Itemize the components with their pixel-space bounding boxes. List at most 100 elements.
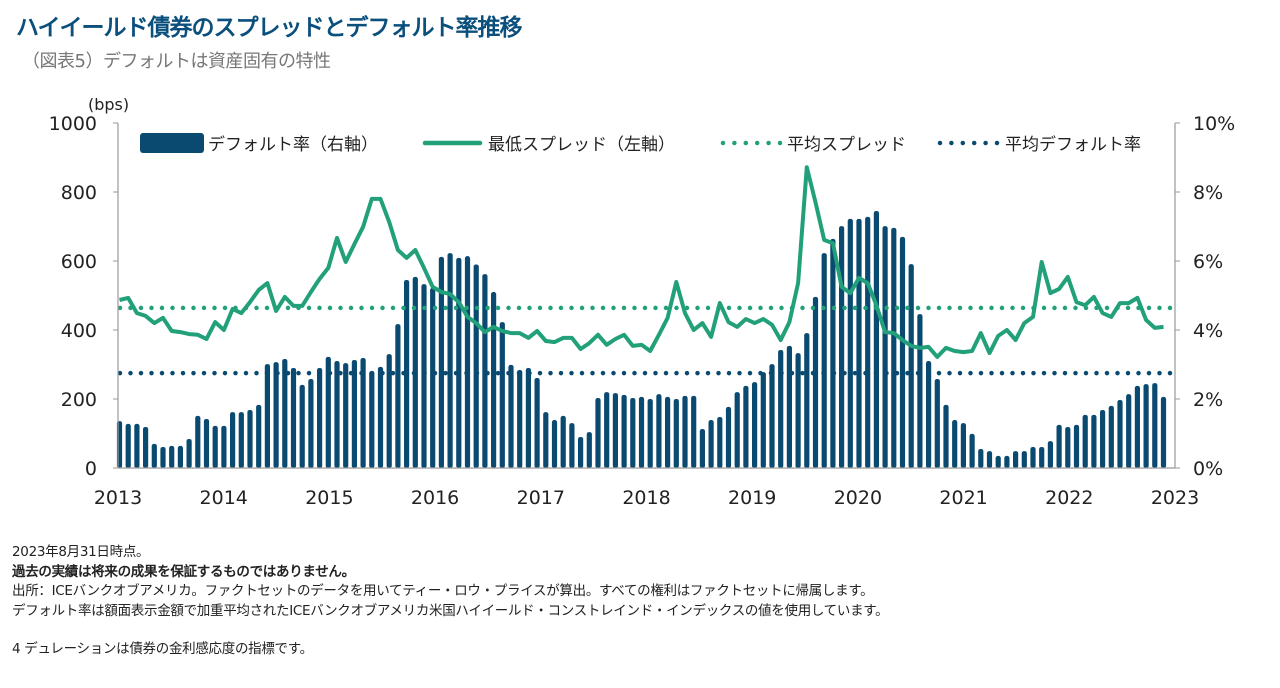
default-rate-bar — [395, 324, 401, 468]
default-rate-bar — [717, 416, 723, 468]
default-rate-bar — [534, 377, 540, 468]
default-rate-bar — [943, 404, 949, 468]
left-tick-label: 600 — [61, 251, 97, 273]
default-rate-bar — [1021, 451, 1027, 468]
default-rate-bar — [169, 445, 175, 468]
default-rate-bar — [1091, 414, 1097, 468]
default-rate-bar — [464, 256, 471, 468]
default-rate-bar — [752, 382, 758, 468]
default-rate-bar — [769, 364, 775, 468]
default-rate-bar — [386, 354, 392, 468]
x-tick-label: 2014 — [200, 487, 248, 509]
default-rate-bar — [604, 392, 610, 468]
default-rate-bars — [116, 210, 1167, 468]
default-rate-bar — [1100, 410, 1106, 468]
x-tick-label: 2015 — [305, 487, 353, 509]
default-rate-bar — [595, 397, 601, 468]
default-rate-bar — [1134, 385, 1140, 468]
default-rate-bar — [621, 394, 627, 468]
note-date: 2023年8月31日時点。 — [12, 544, 150, 560]
default-rate-bar — [1030, 446, 1036, 468]
default-rate-bar — [795, 353, 801, 468]
default-rate-bar — [404, 279, 410, 468]
default-rate-bar — [203, 419, 210, 468]
x-tick-label: 2018 — [622, 487, 670, 509]
default-rate-bar — [978, 449, 984, 468]
default-rate-bar — [508, 364, 514, 468]
right-tick-label: 10% — [1193, 113, 1235, 135]
left-axis-unit: (bps) — [88, 95, 129, 114]
left-tick-label: 800 — [61, 182, 97, 204]
default-rate-bar — [177, 445, 183, 468]
default-rate-bar — [290, 367, 297, 468]
default-rate-bar — [195, 415, 201, 468]
default-rate-bar — [230, 412, 236, 468]
default-rate-bar — [578, 436, 584, 468]
default-rate-bar — [882, 226, 888, 468]
default-rate-bar — [273, 362, 279, 468]
notes: 2023年8月31日時点。 過去の実績は将来の成果を保証するものではありません。… — [12, 543, 889, 660]
default-rate-bar — [1013, 451, 1019, 468]
default-rate-bar — [221, 425, 227, 468]
default-rate-bar — [725, 406, 732, 468]
default-rate-bar — [247, 410, 253, 468]
default-rate-bar — [926, 361, 932, 468]
default-rate-bar — [804, 333, 810, 468]
default-rate-bar — [734, 392, 740, 468]
default-rate-bar — [778, 350, 784, 468]
default-rate-bar — [934, 378, 940, 468]
default-rate-bar — [456, 257, 462, 468]
default-rate-bar — [256, 404, 262, 468]
default-rate-bar — [569, 423, 575, 468]
right-tick-label: 8% — [1193, 182, 1223, 204]
default-rate-bar — [317, 367, 323, 468]
x-tick-label: 2016 — [411, 487, 459, 509]
note-source: 出所：ICEバンクオブアメリカ。ファクトセットのデータを用いてティー・ロウ・プラ… — [12, 583, 874, 599]
default-rate-bar — [212, 425, 218, 468]
legend-label-default-rate: デフォルト率（右軸） — [208, 134, 378, 155]
left-tick-label: 0 — [85, 458, 97, 480]
note-disclaimer: 過去の実績は将来の成果を保証するものではありません。 — [12, 563, 355, 580]
left-tick-label: 200 — [61, 389, 97, 411]
default-rate-bar — [1108, 405, 1114, 468]
default-rate-bar — [682, 395, 688, 468]
right-tick-label: 0% — [1193, 458, 1223, 480]
right-tick-label: 4% — [1193, 320, 1223, 342]
default-rate-bar — [299, 384, 305, 468]
default-rate-bar — [847, 218, 853, 468]
default-rate-bar — [699, 429, 705, 468]
default-rate-bar — [873, 210, 879, 468]
legend-swatch-default-rate — [140, 133, 204, 153]
default-rate-bar — [543, 412, 549, 468]
default-rate-bar — [638, 396, 645, 468]
default-rate-bar — [325, 356, 331, 468]
default-rate-bar — [812, 296, 819, 468]
note-footnote: 4 デュレーションは債券の金利感応度の指標です。 — [12, 641, 313, 657]
default-rate-bar — [264, 364, 270, 468]
default-rate-bar — [899, 236, 906, 468]
x-tick-label: 2021 — [939, 487, 987, 509]
default-rate-bar — [1082, 414, 1088, 468]
x-tick-label: 2023 — [1151, 487, 1199, 509]
default-rate-bar — [665, 396, 671, 468]
default-rate-bar — [995, 455, 1001, 468]
default-rate-bar — [343, 363, 349, 468]
default-rate-bar — [1056, 424, 1062, 468]
default-rate-bar — [1126, 394, 1132, 468]
default-rate-bar — [525, 367, 531, 468]
default-rate-bar — [473, 264, 479, 468]
default-rate-bar — [1160, 396, 1167, 468]
min-spread-line — [119, 165, 1164, 359]
legend-label-min-spread: 最低スプレッド（左軸） — [488, 135, 675, 155]
default-rate-bar — [186, 439, 192, 468]
default-rate-bar — [821, 253, 827, 468]
default-rate-bar — [560, 415, 566, 468]
default-rate-bar — [143, 426, 149, 468]
default-rate-bar — [969, 433, 975, 468]
default-rate-bar — [839, 226, 845, 468]
left-tick-label: 1000 — [49, 113, 97, 135]
default-rate-bar — [908, 264, 914, 468]
default-rate-bar — [952, 420, 958, 468]
default-rate-bar — [377, 366, 384, 468]
default-rate-bar — [1117, 400, 1123, 468]
